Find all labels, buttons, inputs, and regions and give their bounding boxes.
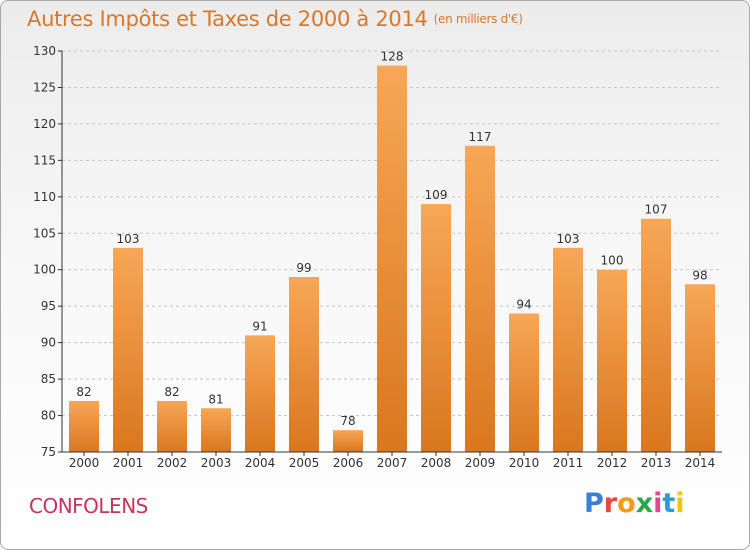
bar bbox=[509, 313, 539, 452]
y-tick-label: 105 bbox=[33, 226, 56, 240]
bar bbox=[597, 269, 627, 452]
bar bbox=[377, 65, 407, 452]
x-tick-label: 2007 bbox=[377, 456, 408, 470]
bar-value-label: 82 bbox=[76, 385, 91, 399]
bar-value-label: 91 bbox=[252, 319, 267, 333]
x-tick-label: 2014 bbox=[685, 456, 716, 470]
y-tick-label: 125 bbox=[33, 80, 56, 94]
logo-letter: t bbox=[662, 488, 676, 519]
title-unit: (en milliers d'€) bbox=[433, 12, 523, 26]
x-tick-label: 2005 bbox=[289, 456, 320, 470]
y-tick-label: 100 bbox=[33, 263, 56, 277]
logo-letter: i bbox=[675, 488, 685, 519]
title-text: Autres Impôts et Taxes de 2000 à 2014 bbox=[27, 7, 428, 31]
y-tick-label: 80 bbox=[41, 409, 56, 423]
x-tick-label: 2002 bbox=[157, 456, 188, 470]
bar bbox=[289, 277, 319, 452]
bar bbox=[553, 247, 583, 452]
labels: 75 80 85 90 95 100 105 110 115 120 125 130 82 2000 103… bbox=[33, 44, 715, 470]
x-tick-label: 2006 bbox=[333, 456, 364, 470]
bar-value-label: 78 bbox=[340, 414, 355, 428]
proxiti-logo: Proxiti bbox=[584, 488, 685, 519]
y-tick-label: 110 bbox=[33, 190, 56, 204]
x-tick-label: 2001 bbox=[113, 456, 144, 470]
bar-value-label: 117 bbox=[469, 130, 492, 144]
logo-letter: o bbox=[617, 488, 636, 519]
bars bbox=[69, 65, 715, 453]
x-tick-label: 2011 bbox=[553, 456, 584, 470]
bar-value-label: 107 bbox=[645, 203, 668, 217]
y-tick-label: 85 bbox=[41, 372, 56, 386]
bar-value-label: 100 bbox=[601, 254, 624, 268]
axes bbox=[58, 50, 722, 456]
y-tick-label: 115 bbox=[33, 153, 56, 167]
y-tick-label: 75 bbox=[41, 445, 56, 459]
bar-value-label: 103 bbox=[117, 232, 140, 246]
bar-value-label: 94 bbox=[516, 297, 531, 311]
y-tick-label: 95 bbox=[41, 299, 56, 313]
bar-value-label: 109 bbox=[425, 188, 448, 202]
bar-value-label: 82 bbox=[164, 385, 179, 399]
bar bbox=[333, 430, 363, 452]
x-tick-label: 2010 bbox=[509, 456, 540, 470]
x-tick-label: 2012 bbox=[597, 456, 628, 470]
x-tick-label: 2009 bbox=[465, 456, 496, 470]
y-tick-label: 90 bbox=[41, 336, 56, 350]
town-name: CONFOLENS bbox=[29, 494, 148, 518]
x-tick-label: 2004 bbox=[245, 456, 276, 470]
bar bbox=[685, 284, 715, 452]
x-tick-label: 2000 bbox=[69, 456, 100, 470]
bar-value-label: 99 bbox=[296, 261, 311, 275]
bar-value-label: 81 bbox=[208, 392, 223, 406]
logo-letter: r bbox=[603, 488, 618, 519]
y-tick-label: 130 bbox=[33, 44, 56, 58]
bar bbox=[69, 400, 99, 452]
bar-value-label: 128 bbox=[381, 50, 404, 64]
bar-value-label: 98 bbox=[692, 268, 707, 282]
bar bbox=[465, 145, 495, 453]
x-tick-label: 2008 bbox=[421, 456, 452, 470]
chart-title: Autres Impôts et Taxes de 2000 à 2014 (en… bbox=[27, 7, 523, 31]
logo-letter: i bbox=[653, 488, 663, 519]
bar bbox=[113, 247, 143, 452]
bar bbox=[157, 400, 187, 452]
logo-letter: x bbox=[635, 488, 654, 519]
bar bbox=[641, 218, 671, 452]
bar bbox=[421, 204, 451, 452]
x-tick-label: 2013 bbox=[641, 456, 672, 470]
logo-letter: P bbox=[584, 488, 604, 519]
bar-value-label: 103 bbox=[557, 232, 580, 246]
y-tick-label: 120 bbox=[33, 117, 56, 131]
x-tick-label: 2003 bbox=[201, 456, 232, 470]
bar bbox=[201, 408, 231, 452]
bar bbox=[245, 335, 275, 452]
